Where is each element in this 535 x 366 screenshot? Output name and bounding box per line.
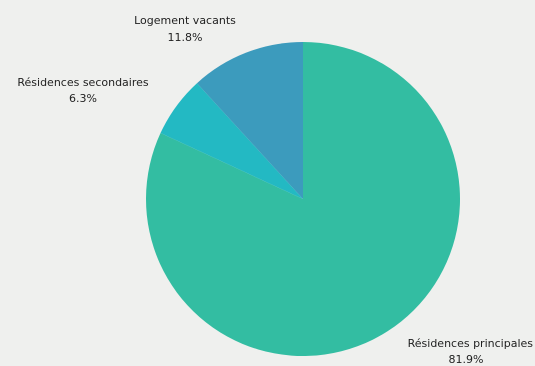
slice-value-residences-secondaires: 6.3% bbox=[69, 92, 97, 105]
pie-slices bbox=[146, 42, 460, 356]
slice-value-logement-vacants: 11.8% bbox=[168, 31, 203, 44]
pie-labels: Résidences principales 81.9% Résidences … bbox=[17, 14, 533, 366]
pie-slice-logement-vacants bbox=[196, 42, 303, 199]
slice-label-residences-secondaires: Résidences secondaires bbox=[17, 76, 149, 89]
pie-slice-residences-secondaires bbox=[160, 83, 303, 199]
slice-value-residences-principales: 81.9% bbox=[449, 353, 484, 366]
slice-label-logement-vacants: Logement vacants bbox=[134, 14, 236, 27]
slice-label-residences-principales: Résidences principales bbox=[408, 337, 534, 350]
